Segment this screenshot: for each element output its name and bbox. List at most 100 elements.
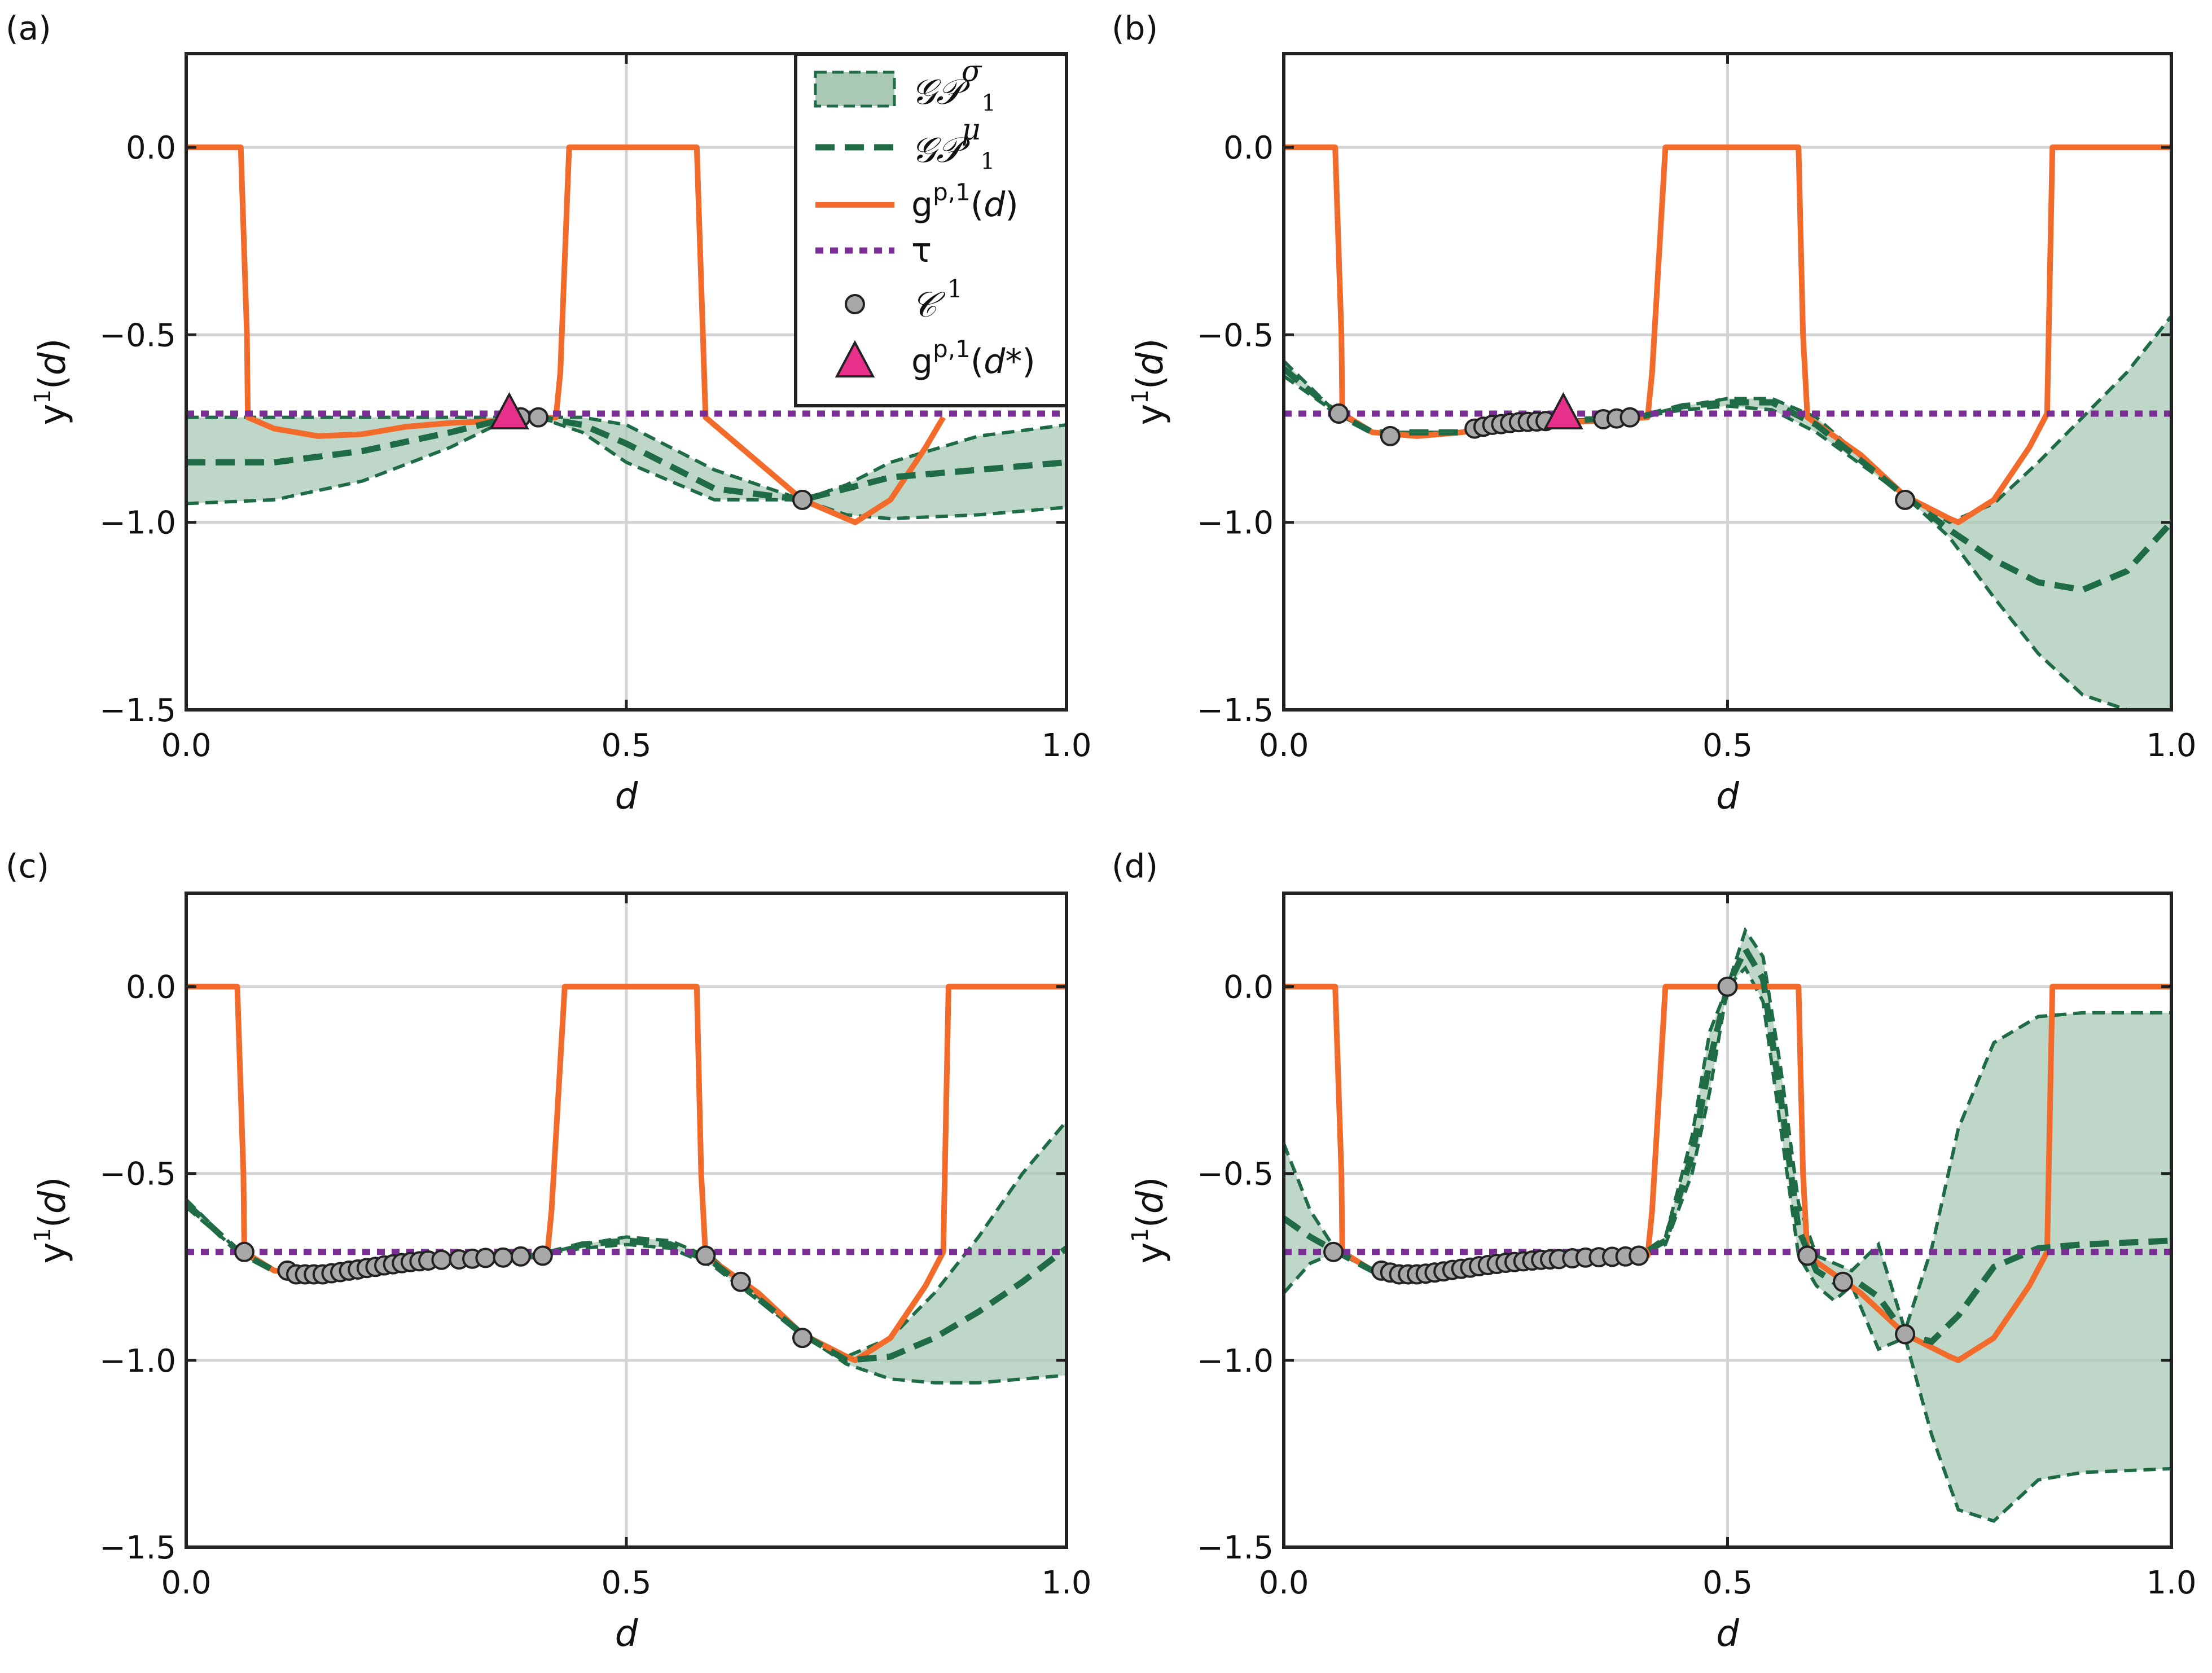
x-axis-label: d [1716, 776, 1739, 818]
sample-point [695, 1245, 716, 1266]
legend-paren: *) [1005, 342, 1035, 381]
legend-sample-swatch [845, 294, 865, 314]
ytick-label: 0.0 [1223, 130, 1274, 166]
legend-gstar-label: gp,1(d*) [911, 335, 1035, 381]
optimum-marker [489, 392, 529, 429]
gp-confidence-band [1284, 316, 2171, 710]
ylabel-paren: ) [32, 1177, 74, 1191]
gp-upper-bound [1284, 926, 2171, 1336]
ylabel-base: y [32, 404, 74, 425]
ytick-label: −1.0 [1197, 1343, 1274, 1380]
gp-confidence-band [1284, 930, 2171, 1521]
sample-point [792, 1328, 813, 1349]
legend-tau-label: τ [911, 231, 932, 270]
sample-point [510, 1246, 531, 1267]
true-function-line [186, 983, 1066, 1363]
ylabel-sup: 1 [1127, 1228, 1153, 1242]
legend-mu-label: 𝒢𝒫μ1 [911, 113, 995, 174]
legend-sigma-sub: 1 [981, 90, 995, 116]
legend-gstar-base: g [911, 342, 933, 381]
panel-label: (b) [1112, 9, 1158, 47]
xtick-label: 0.5 [1702, 727, 1753, 764]
legend-band-swatch [814, 71, 896, 108]
ylabel-base: y [1130, 1242, 1171, 1264]
x-axis-label: d [1716, 1613, 1739, 1655]
panel-label: (c) [6, 847, 49, 885]
ylabel-sup: 1 [1127, 389, 1153, 403]
ylabel-paren: ) [1130, 1177, 1171, 1191]
ylabel-base: y [32, 1242, 74, 1264]
gp-mean-line [186, 414, 1066, 503]
sample-point [475, 1248, 496, 1268]
sample-point [532, 1245, 553, 1266]
legend-paren: ( [971, 185, 984, 225]
ylabel-var: d [1130, 352, 1171, 375]
ytick-label: −1.0 [99, 1343, 176, 1380]
xtick-label: 0.0 [161, 1565, 211, 1601]
optimum-marker [1543, 392, 1583, 429]
legend-sigma-label: 𝒢𝒫σ1 [911, 55, 996, 116]
y-axis-label: y1(d) [30, 1177, 74, 1264]
xtick-label: 0.5 [601, 1565, 651, 1601]
sample-point [431, 1249, 452, 1270]
xtick-label: 0.5 [1702, 1565, 1753, 1601]
legend-paren: ) [1005, 185, 1018, 225]
ylabel-var: d [32, 1191, 74, 1214]
ytick-label: −1.5 [99, 692, 176, 729]
legend-paren: ( [971, 342, 984, 381]
gp-lower-bound [186, 415, 1066, 521]
ytick-label: −1.0 [99, 505, 176, 542]
ylabel-paren: ( [1130, 1214, 1171, 1228]
ylabel-paren: ) [1130, 339, 1171, 353]
ytick-label: −1.5 [1197, 692, 1274, 729]
y-axis-label: y1(d) [1127, 1177, 1171, 1264]
plot-area [186, 144, 1066, 525]
legend-g-label: gp,1(d) [911, 178, 1019, 225]
gp-mean-line [1284, 366, 2171, 593]
ytick-label: −0.5 [1197, 1156, 1274, 1193]
sample-point [1380, 425, 1401, 446]
sample-point [1895, 489, 1916, 510]
ylabel-var: d [1130, 1191, 1171, 1214]
xtick-label: 1.0 [2146, 727, 2196, 764]
legend-g-sup: p,1 [933, 178, 971, 206]
ytick-label: 0.0 [126, 130, 176, 166]
panel-label: (d) [1112, 847, 1158, 885]
ytick-label: −0.5 [99, 1156, 176, 1193]
ylabel-paren: ( [1130, 375, 1171, 389]
sample-point [1328, 403, 1349, 424]
xtick-label: 0.0 [1258, 727, 1309, 764]
ytick-label: 0.0 [126, 969, 176, 1006]
plot-area [1284, 144, 2171, 710]
sample-point [234, 1241, 254, 1262]
legend-gp: 𝒢𝒫 [911, 71, 971, 112]
gp-mean-line [186, 1201, 1066, 1364]
legend-optimum-swatch [835, 340, 875, 377]
sample-point [1832, 1271, 1853, 1292]
legend-var: d [984, 185, 1006, 225]
true-function-line [1284, 144, 2171, 525]
ytick-label: −1.5 [99, 1530, 176, 1566]
legend-mu-sub: 1 [981, 148, 995, 174]
sample-point [1323, 1241, 1344, 1262]
xtick-label: 1.0 [1041, 1565, 1091, 1601]
xtick-label: 0.5 [601, 727, 651, 764]
sample-point [1895, 1324, 1916, 1345]
y-axis-label: y1(d) [1127, 339, 1171, 425]
ylabel-var: d [32, 352, 74, 375]
legend-box [794, 52, 1068, 407]
ytick-label: −0.5 [1197, 317, 1274, 354]
sample-point [730, 1271, 751, 1292]
sample-point [1717, 976, 1738, 997]
ylabel-paren: ( [32, 375, 74, 389]
gp-lower-bound [186, 1206, 1066, 1385]
ytick-label: −0.5 [99, 317, 176, 354]
legend-sigma-sup: σ [962, 55, 982, 89]
xtick-label: 0.0 [161, 727, 211, 764]
